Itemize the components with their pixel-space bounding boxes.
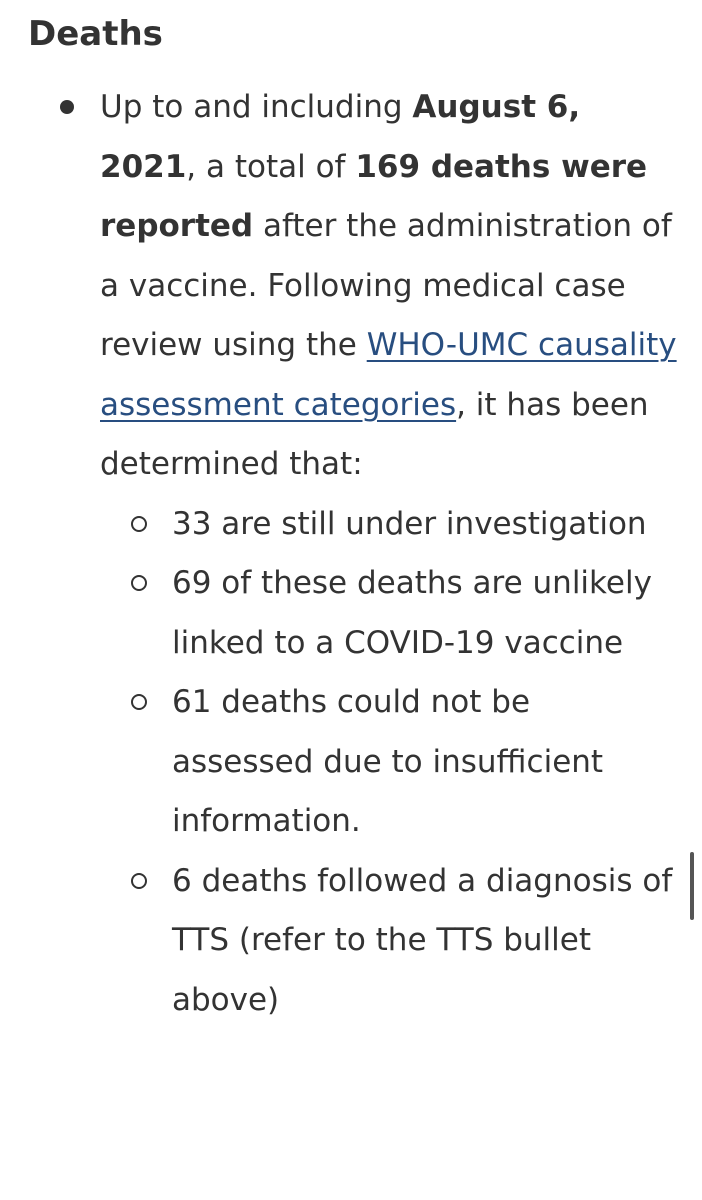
deaths-list: Up to and including August 6, 2021, a to… bbox=[60, 78, 680, 1031]
findings-list: 33 are still under investigation 69 of t… bbox=[100, 495, 680, 1031]
finding-item: 33 are still under investigation bbox=[100, 495, 680, 555]
finding-item: 6 deaths followed a diagnosis of TTS (re… bbox=[100, 852, 680, 1031]
scrollbar-thumb[interactable] bbox=[690, 852, 694, 920]
section-heading: Deaths bbox=[28, 14, 163, 54]
summary-text-3: after the administration of a vaccine. F… bbox=[100, 208, 672, 363]
bullet-circle-icon bbox=[131, 515, 147, 532]
bullet-circle-icon bbox=[131, 872, 147, 889]
who-umc-link[interactable]: WHO-UMC causality assessment categories bbox=[100, 327, 677, 423]
deaths-summary-item: Up to and including August 6, 2021, a to… bbox=[60, 78, 680, 1031]
finding-text: 6 deaths followed a diagnosis of TTS (re… bbox=[172, 862, 673, 1018]
finding-text: 61 deaths could not be assessed due to i… bbox=[172, 684, 604, 839]
finding-item: 61 deaths could not be assessed due to i… bbox=[100, 673, 680, 852]
summary-text-2: , a total of bbox=[186, 148, 356, 185]
bullet-circle-icon bbox=[131, 694, 147, 710]
summary-text-4: , it has been determined that: bbox=[100, 386, 649, 483]
finding-item: 69 of these deaths are unlikely linked t… bbox=[100, 554, 680, 673]
bullet-disc-icon bbox=[60, 100, 74, 114]
bullet-circle-icon bbox=[131, 575, 147, 591]
summary-date: August 6, 2021 bbox=[100, 89, 581, 185]
finding-text: 69 of these deaths are unlikely linked t… bbox=[172, 565, 652, 661]
finding-text: 33 are still under investigation bbox=[172, 505, 647, 542]
summary-text-1: Up to and including bbox=[100, 89, 413, 125]
summary-death-count: 169 deaths were reported bbox=[100, 148, 648, 245]
